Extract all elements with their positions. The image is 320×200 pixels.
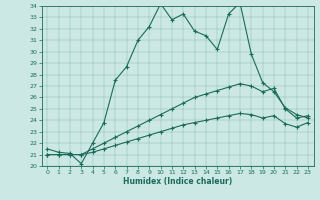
X-axis label: Humidex (Indice chaleur): Humidex (Indice chaleur) — [123, 177, 232, 186]
